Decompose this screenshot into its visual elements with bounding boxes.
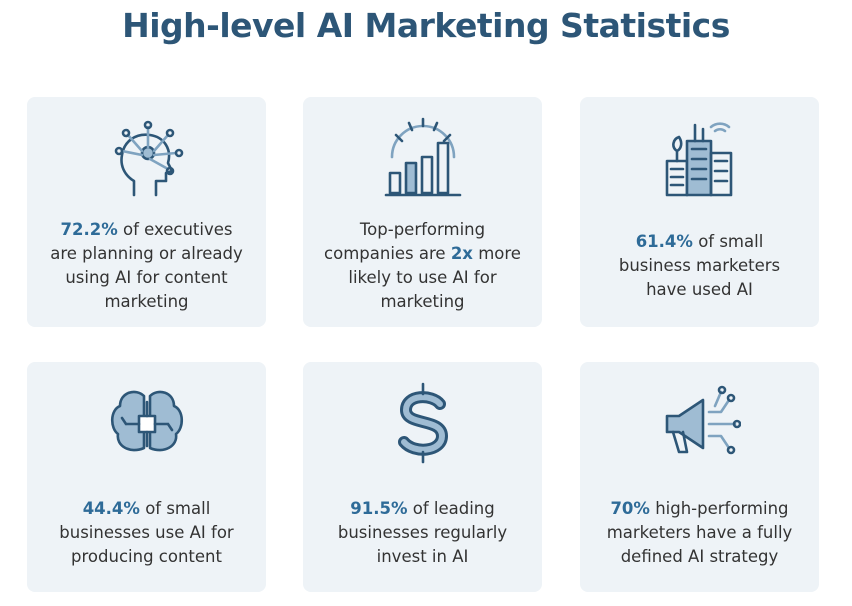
stat-description: more likely to use AI for marketing bbox=[348, 244, 521, 311]
title: High-level AI Marketing Statistics bbox=[122, 6, 730, 45]
stat-description: of executives are planning or already us… bbox=[50, 220, 243, 311]
stat-card: 44.4% of small businesses use AI for pro… bbox=[27, 362, 266, 592]
ai-head-icon bbox=[114, 120, 184, 197]
stat-lead: Top-performing companies are bbox=[324, 220, 486, 263]
stat-card: Top-performing companies are 2x more lik… bbox=[303, 97, 542, 327]
brain-chip-icon bbox=[110, 390, 184, 452]
dollar-icon bbox=[398, 382, 448, 464]
buildings-icon bbox=[665, 122, 733, 197]
stat-highlight: 2x bbox=[450, 244, 473, 263]
stat-text: Top-performing companies are 2x more lik… bbox=[323, 218, 522, 314]
stat-text: 91.5% of leading businesses regularly in… bbox=[323, 497, 522, 569]
stat-highlight: 72.2% bbox=[60, 220, 118, 239]
stat-description: of small businesses use AI for producing… bbox=[59, 499, 234, 566]
stat-highlight: 61.4% bbox=[635, 232, 693, 251]
stat-highlight: 44.4% bbox=[82, 499, 140, 518]
stat-card: 72.2% of executives are planning or alre… bbox=[27, 97, 266, 327]
stat-card: 70% high-performing marketers have a ful… bbox=[580, 362, 819, 592]
stat-text: 44.4% of small businesses use AI for pro… bbox=[47, 497, 246, 569]
stat-card: 91.5% of leading businesses regularly in… bbox=[303, 362, 542, 592]
stat-text: 72.2% of executives are planning or alre… bbox=[47, 218, 246, 314]
stat-highlight: 70% bbox=[610, 499, 650, 518]
stat-card: 61.4% of small business marketers have u… bbox=[580, 97, 819, 327]
stat-text: 70% high-performing marketers have a ful… bbox=[600, 497, 799, 569]
stat-text: 61.4% of small business marketers have u… bbox=[600, 230, 799, 302]
stat-highlight: 91.5% bbox=[350, 499, 408, 518]
stat-description: of small business marketers have used AI bbox=[618, 232, 781, 299]
megaphone-icon bbox=[665, 385, 741, 455]
gear-chart-icon bbox=[384, 117, 462, 197]
stat-description: high-performing marketers have a fully d… bbox=[606, 499, 793, 566]
stat-description: of leading businesses regularly invest i… bbox=[337, 499, 508, 566]
